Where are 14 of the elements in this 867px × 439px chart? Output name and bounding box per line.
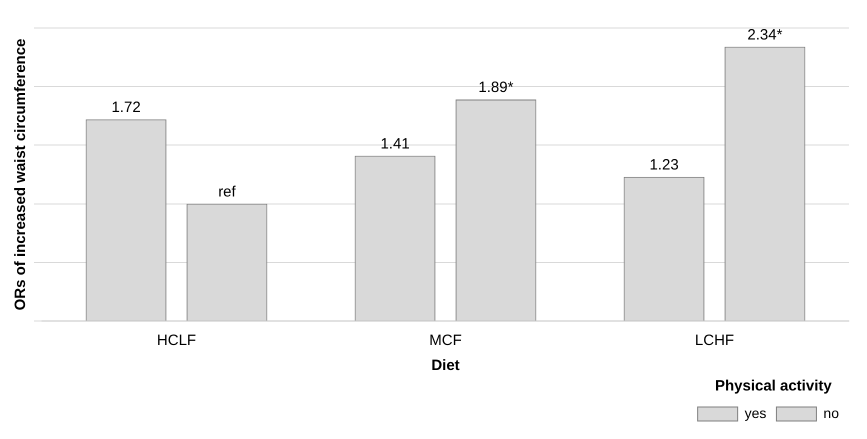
legend-title: Physical activity [714, 378, 832, 395]
x-tick-label: HCLF [156, 332, 196, 350]
y-axis-title: ORs of increased waist circumference [12, 38, 30, 310]
data-label: ref [218, 183, 237, 200]
data-label: 1.41 [380, 135, 410, 152]
x-axis-title: Diet [431, 357, 460, 374]
legend-label: no [823, 404, 840, 421]
data-label: 1.72 [111, 99, 141, 116]
x-tick-label: LCHF [694, 332, 734, 350]
x-tick-label: MCF [429, 332, 462, 350]
data-label: 1.89* [478, 79, 514, 96]
legend-label: yes [744, 404, 766, 421]
data-label: 1.23 [649, 156, 679, 174]
data-label: 2.34* [747, 26, 783, 44]
